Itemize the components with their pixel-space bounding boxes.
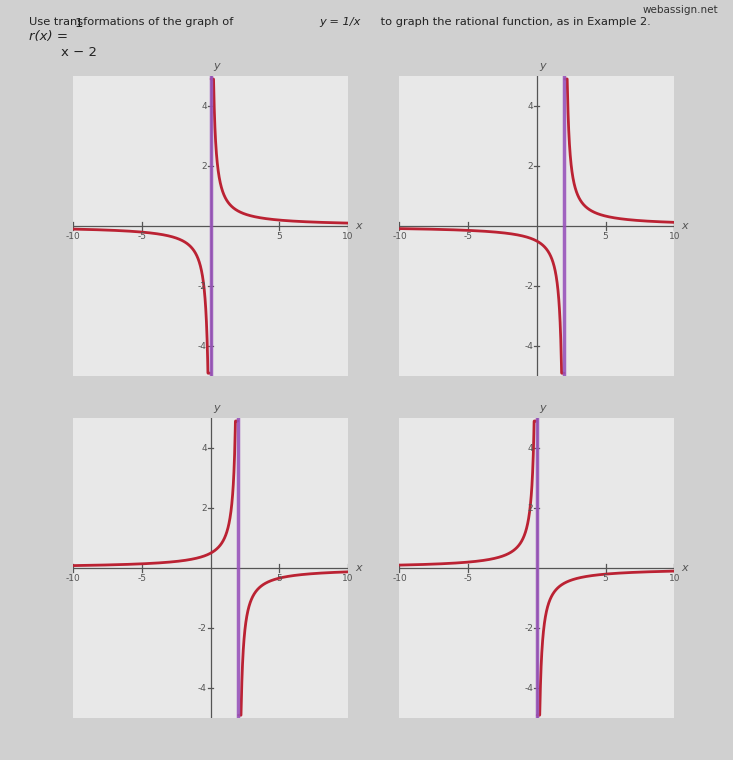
- Text: 5: 5: [603, 232, 608, 240]
- Text: -4: -4: [524, 684, 533, 692]
- Text: -4: -4: [198, 684, 207, 692]
- Text: webassign.net: webassign.net: [643, 5, 718, 15]
- Text: 10: 10: [342, 574, 354, 582]
- Text: 5: 5: [603, 574, 608, 582]
- Text: 4: 4: [202, 444, 207, 452]
- Text: y: y: [213, 62, 219, 71]
- Text: x: x: [681, 563, 688, 573]
- Text: 4: 4: [528, 444, 533, 452]
- Text: y: y: [539, 62, 545, 71]
- Text: y = 1/x: y = 1/x: [319, 17, 360, 27]
- Text: y: y: [213, 404, 219, 413]
- Text: -10: -10: [66, 232, 81, 240]
- Text: 5: 5: [276, 574, 282, 582]
- Text: -4: -4: [198, 342, 207, 350]
- Text: -5: -5: [464, 574, 473, 582]
- Text: 2: 2: [202, 162, 207, 170]
- Text: 2: 2: [528, 504, 533, 512]
- Text: 1: 1: [75, 17, 84, 30]
- Text: x − 2: x − 2: [61, 46, 97, 59]
- Text: x: x: [681, 221, 688, 231]
- Text: to graph the rational function, as in Example 2.: to graph the rational function, as in Ex…: [377, 17, 651, 27]
- Text: -4: -4: [524, 342, 533, 350]
- Text: 10: 10: [668, 232, 680, 240]
- Text: -2: -2: [198, 624, 207, 632]
- Text: -5: -5: [138, 574, 147, 582]
- Text: 5: 5: [276, 232, 282, 240]
- Text: x: x: [355, 563, 361, 573]
- Text: -2: -2: [524, 282, 533, 290]
- Text: 10: 10: [668, 574, 680, 582]
- Text: -2: -2: [198, 282, 207, 290]
- Text: Use transformations of the graph of: Use transformations of the graph of: [29, 17, 241, 27]
- Text: 4: 4: [528, 102, 533, 110]
- Text: 10: 10: [342, 232, 354, 240]
- Text: r(x) =: r(x) =: [29, 30, 73, 43]
- Text: 2: 2: [202, 504, 207, 512]
- Text: 2: 2: [528, 162, 533, 170]
- Text: x: x: [355, 221, 361, 231]
- Text: -5: -5: [464, 232, 473, 240]
- Text: -2: -2: [524, 624, 533, 632]
- Text: -10: -10: [392, 232, 407, 240]
- Text: -10: -10: [392, 574, 407, 582]
- Text: 4: 4: [202, 102, 207, 110]
- Text: y: y: [539, 404, 545, 413]
- Text: -5: -5: [138, 232, 147, 240]
- Text: -10: -10: [66, 574, 81, 582]
